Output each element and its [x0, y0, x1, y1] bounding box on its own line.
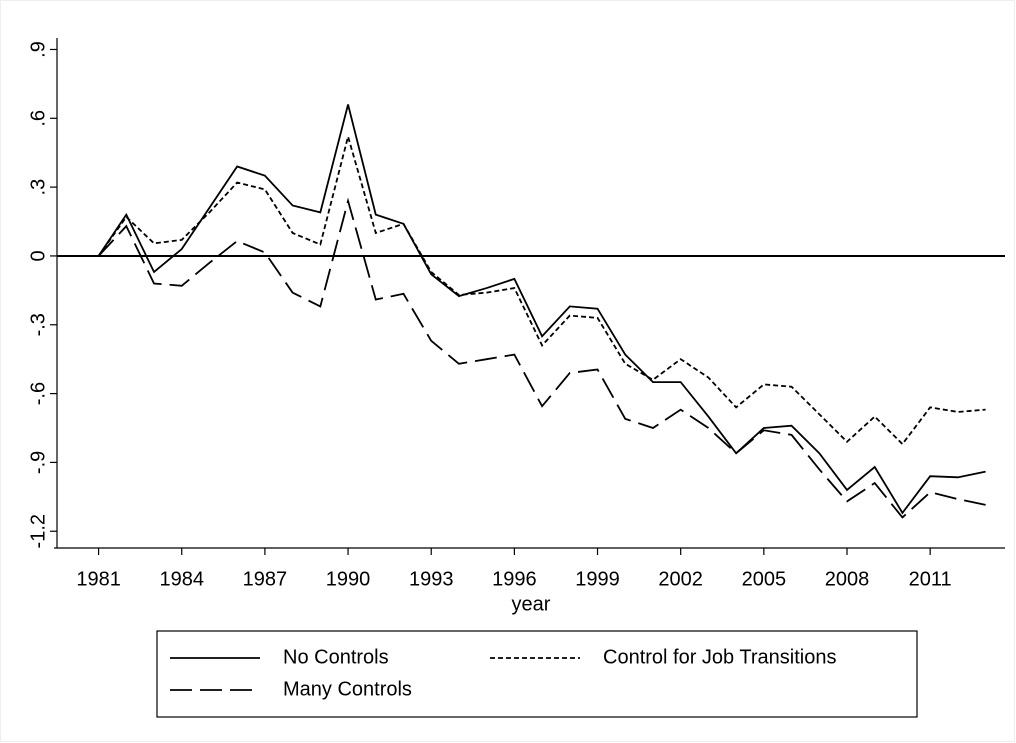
legend-box [156, 630, 918, 718]
y-tick-label: -1.2 [27, 514, 49, 548]
series-line [97, 133, 986, 446]
series-line [97, 197, 986, 519]
x-tick-label: 1993 [409, 568, 454, 590]
x-axis-label: year [512, 593, 551, 615]
x-tick-label: 1984 [159, 568, 204, 590]
legend-label: No Controls [283, 646, 389, 668]
x-tick-label: 2005 [742, 568, 787, 590]
x-tick-label: 1996 [492, 568, 537, 590]
x-tick-label: 2011 [909, 568, 952, 590]
y-tick-label: .3 [27, 179, 49, 196]
x-tick-label: 1987 [243, 568, 288, 590]
x-tick-label: 2002 [658, 568, 703, 590]
legend-label: Control for Job Transitions [603, 646, 836, 668]
y-tick-label: -.9 [27, 451, 49, 474]
x-tick-label: 1990 [326, 568, 371, 590]
y-tick-label: -.3 [27, 313, 49, 336]
y-tick-label: .6 [27, 110, 49, 127]
y-tick-label: 0 [27, 250, 49, 261]
series-line [97, 104, 986, 515]
x-tick-label: 1999 [575, 568, 620, 590]
y-tick-label: -.6 [27, 382, 49, 405]
x-tick-label: 2008 [825, 568, 870, 590]
y-tick-label: .9 [27, 41, 49, 58]
legend-label: Many Controls [283, 678, 412, 700]
x-tick-label: 1981 [76, 568, 121, 590]
